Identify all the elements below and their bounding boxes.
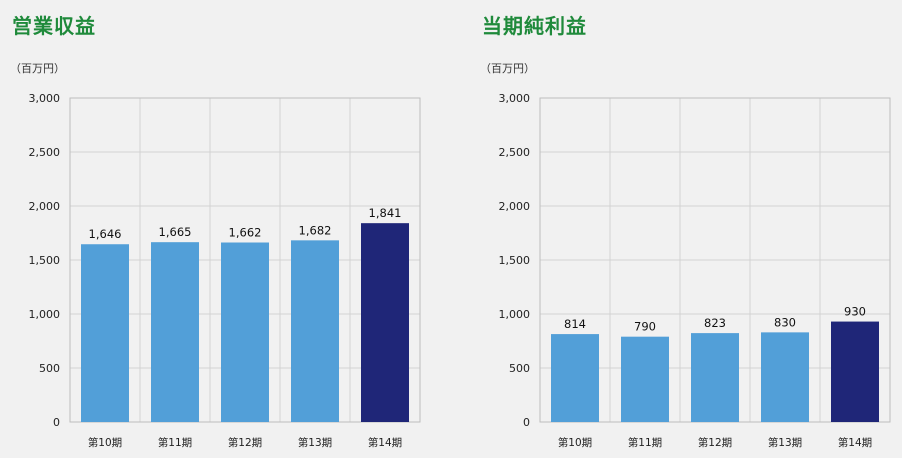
data-label: 1,662 xyxy=(229,226,262,240)
bar-第14期 xyxy=(831,321,879,422)
y-tick-label: 1,500 xyxy=(499,254,531,267)
x-category-label: 第10期 xyxy=(558,436,592,449)
bar-第12期 xyxy=(691,333,739,422)
net-income-chart: 0 500 1,000 1,500 2,000 2,500 3,000 814 第10期 790 第… xyxy=(499,92,891,449)
unit-label: （百万円） xyxy=(480,62,535,75)
chart-title: 営業収益 xyxy=(12,14,96,38)
data-label: 790 xyxy=(634,320,656,334)
y-tick-label: 500 xyxy=(39,362,60,375)
unit-label: （百万円） xyxy=(10,62,65,75)
bar-第11期 xyxy=(621,336,669,422)
bar-第10期 xyxy=(551,334,599,422)
y-tick-label: 1,000 xyxy=(29,308,61,321)
chart-title: 当期純利益 xyxy=(482,14,587,38)
x-category-label: 第11期 xyxy=(158,436,192,449)
net-income-panel: 当期純利益 （百万円） 0 500 1,000 1,500 2,000 2,500 3,00… xyxy=(470,0,902,458)
bar-第13期 xyxy=(761,332,809,422)
y-tick-label: 3,000 xyxy=(499,92,531,105)
data-label: 1,841 xyxy=(369,206,402,220)
bar-第11期 xyxy=(151,242,199,422)
x-category-label: 第11期 xyxy=(628,436,662,449)
y-tick-label: 0 xyxy=(523,416,530,429)
data-label: 1,646 xyxy=(89,227,122,241)
x-category-label: 第14期 xyxy=(838,436,872,449)
bar-第10期 xyxy=(81,244,129,422)
data-label: 1,665 xyxy=(159,225,192,239)
x-category-label: 第12期 xyxy=(698,436,732,449)
operating-revenue-panel: 営業収益 （百万円） 0 500 1,000 1,500 2,000 2,500 3,000… xyxy=(0,0,440,458)
bar-第13期 xyxy=(291,240,339,422)
data-label: 1,682 xyxy=(299,223,332,237)
y-tick-label: 3,000 xyxy=(29,92,61,105)
x-category-label: 第13期 xyxy=(298,436,332,449)
y-tick-label: 1,500 xyxy=(29,254,61,267)
y-tick-label: 0 xyxy=(53,416,60,429)
data-label: 930 xyxy=(844,305,866,319)
operating-revenue-chart: 0 500 1,000 1,500 2,000 2,500 3,000 1,646 第10期 1,… xyxy=(29,92,421,449)
y-tick-label: 1,000 xyxy=(499,308,531,321)
y-tick-label: 2,500 xyxy=(29,146,61,159)
data-label: 823 xyxy=(704,316,726,330)
y-tick-label: 2,500 xyxy=(499,146,531,159)
data-label: 830 xyxy=(774,315,796,329)
bar-第12期 xyxy=(221,242,269,422)
y-tick-label: 2,000 xyxy=(29,200,61,213)
y-tick-label: 500 xyxy=(509,362,530,375)
x-category-label: 第12期 xyxy=(228,436,262,449)
y-tick-label: 2,000 xyxy=(499,200,531,213)
x-category-label: 第10期 xyxy=(88,436,122,449)
bar-第14期 xyxy=(361,223,409,422)
x-category-label: 第13期 xyxy=(768,436,802,449)
data-label: 814 xyxy=(564,317,586,331)
x-category-label: 第14期 xyxy=(368,436,402,449)
